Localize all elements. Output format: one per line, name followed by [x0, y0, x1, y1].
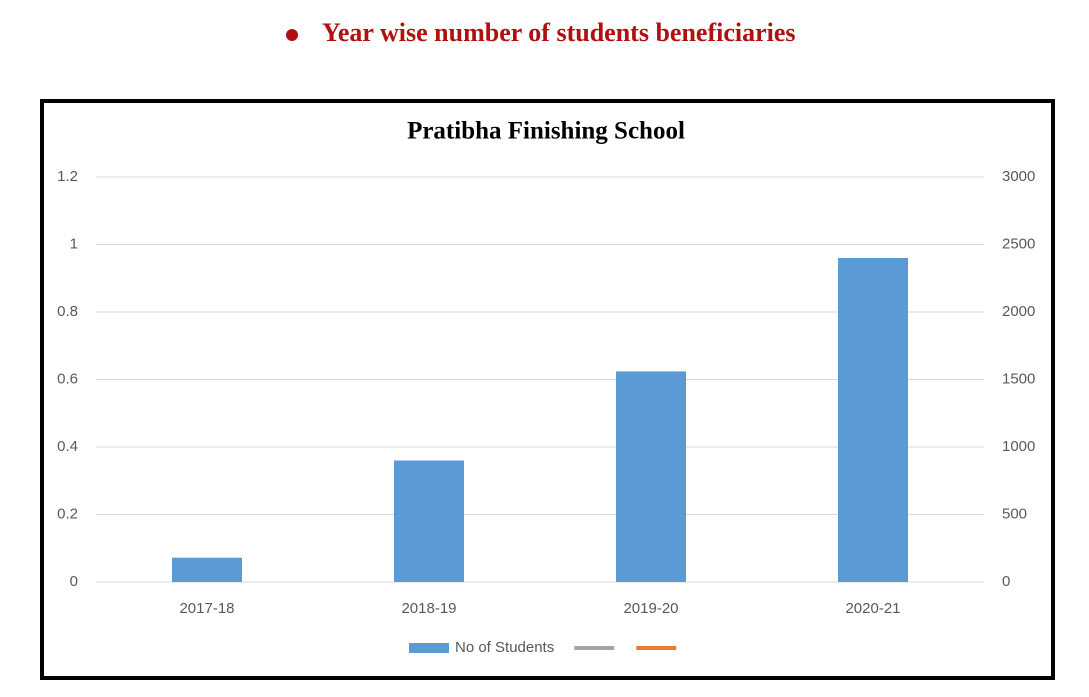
x-tick-label: 2019-20 [623, 600, 678, 617]
y2-tick-label: 2000 [1002, 303, 1035, 320]
bar [172, 557, 242, 582]
y2-tick-label: 3000 [1002, 168, 1035, 185]
y2-tick-label: 1500 [1002, 370, 1035, 387]
y-tick-label: 0.6 [57, 370, 78, 387]
y-tick-label: 0 [70, 573, 78, 590]
x-tick-label: 2020-21 [845, 600, 900, 617]
y-tick-label: 0.2 [57, 505, 78, 522]
bar [394, 460, 464, 582]
chart-title: Pratibha Finishing School [407, 118, 685, 145]
y2-tick-label: 2500 [1002, 235, 1035, 252]
x-tick-label: 2018-19 [401, 600, 456, 617]
y-tick-label: 0.8 [57, 303, 78, 320]
y2-tick-label: 1000 [1002, 438, 1035, 455]
y-tick-label: 1.2 [57, 168, 78, 185]
bar [616, 371, 686, 582]
legend-swatch [409, 643, 449, 653]
legend-label: No of Students [455, 639, 554, 656]
heading: Year wise number of students beneficiari… [322, 18, 796, 47]
y-tick-label: 1 [70, 235, 78, 252]
bullet [286, 29, 298, 41]
bar [838, 258, 908, 582]
x-tick-label: 2017-18 [179, 600, 234, 617]
y-tick-label: 0.4 [57, 438, 78, 455]
y2-tick-label: 500 [1002, 505, 1027, 522]
y2-tick-label: 0 [1002, 573, 1010, 590]
